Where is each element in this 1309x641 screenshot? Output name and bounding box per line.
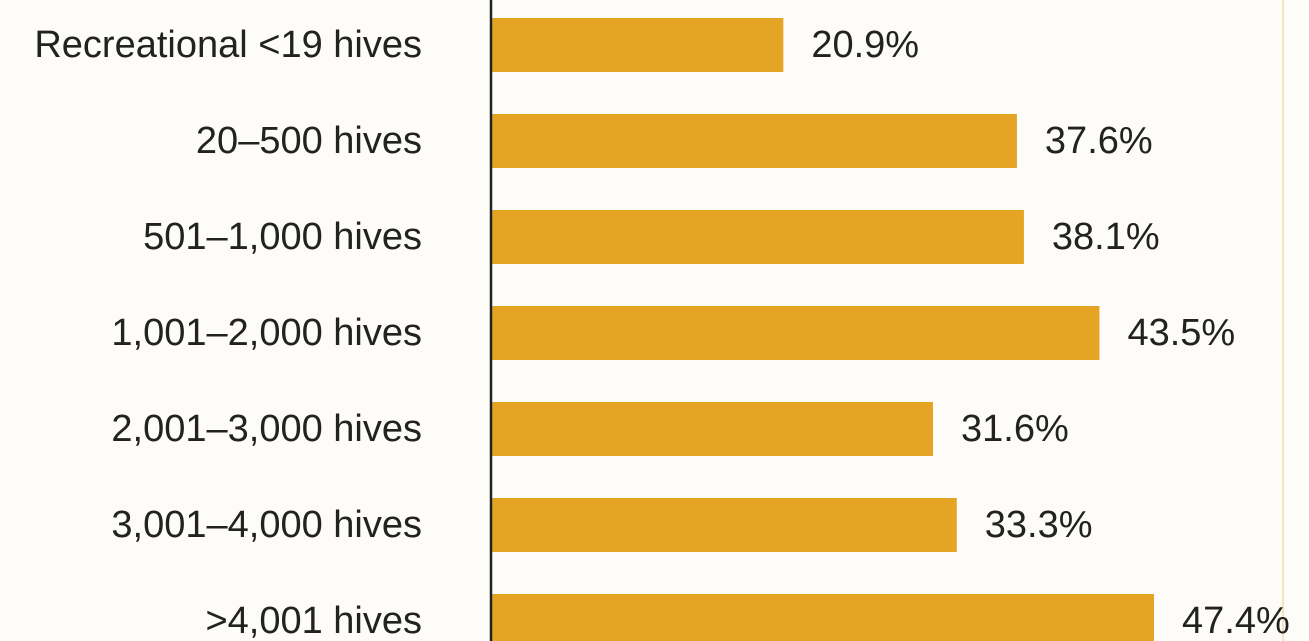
value-label-5: 33.3% [985, 504, 1093, 546]
bar-5 [491, 498, 957, 552]
category-label-5: 3,001–4,000 hives [111, 504, 422, 546]
bars-group [491, 18, 1154, 641]
category-label-1: 20–500 hives [196, 120, 422, 162]
bar-4 [491, 402, 933, 456]
category-labels-group: Recreational <19 hives 20–500 hives 501–1,… [34, 24, 422, 641]
bar-6 [491, 594, 1154, 641]
category-label-4: 2,001–3,000 hives [111, 408, 422, 450]
value-label-2: 38.1% [1052, 216, 1160, 258]
value-label-4: 31.6% [961, 408, 1069, 450]
bar-2 [491, 210, 1024, 264]
value-labels-group: 20.9% 37.6% 38.1% 43.5% 31.6% 33.3% 47.4% [811, 24, 1289, 641]
category-label-0: Recreational <19 hives [34, 24, 422, 66]
value-label-1: 37.6% [1045, 120, 1153, 162]
value-label-6: 47.4% [1182, 600, 1290, 641]
bar-3 [491, 306, 1100, 360]
value-label-0: 20.9% [811, 24, 919, 66]
category-label-6: >4,001 hives [205, 600, 422, 641]
bar-1 [491, 114, 1017, 168]
category-label-2: 501–1,000 hives [143, 216, 422, 258]
category-label-3: 1,001–2,000 hives [111, 312, 422, 354]
bar-0 [491, 18, 784, 72]
value-label-3: 43.5% [1127, 312, 1235, 354]
